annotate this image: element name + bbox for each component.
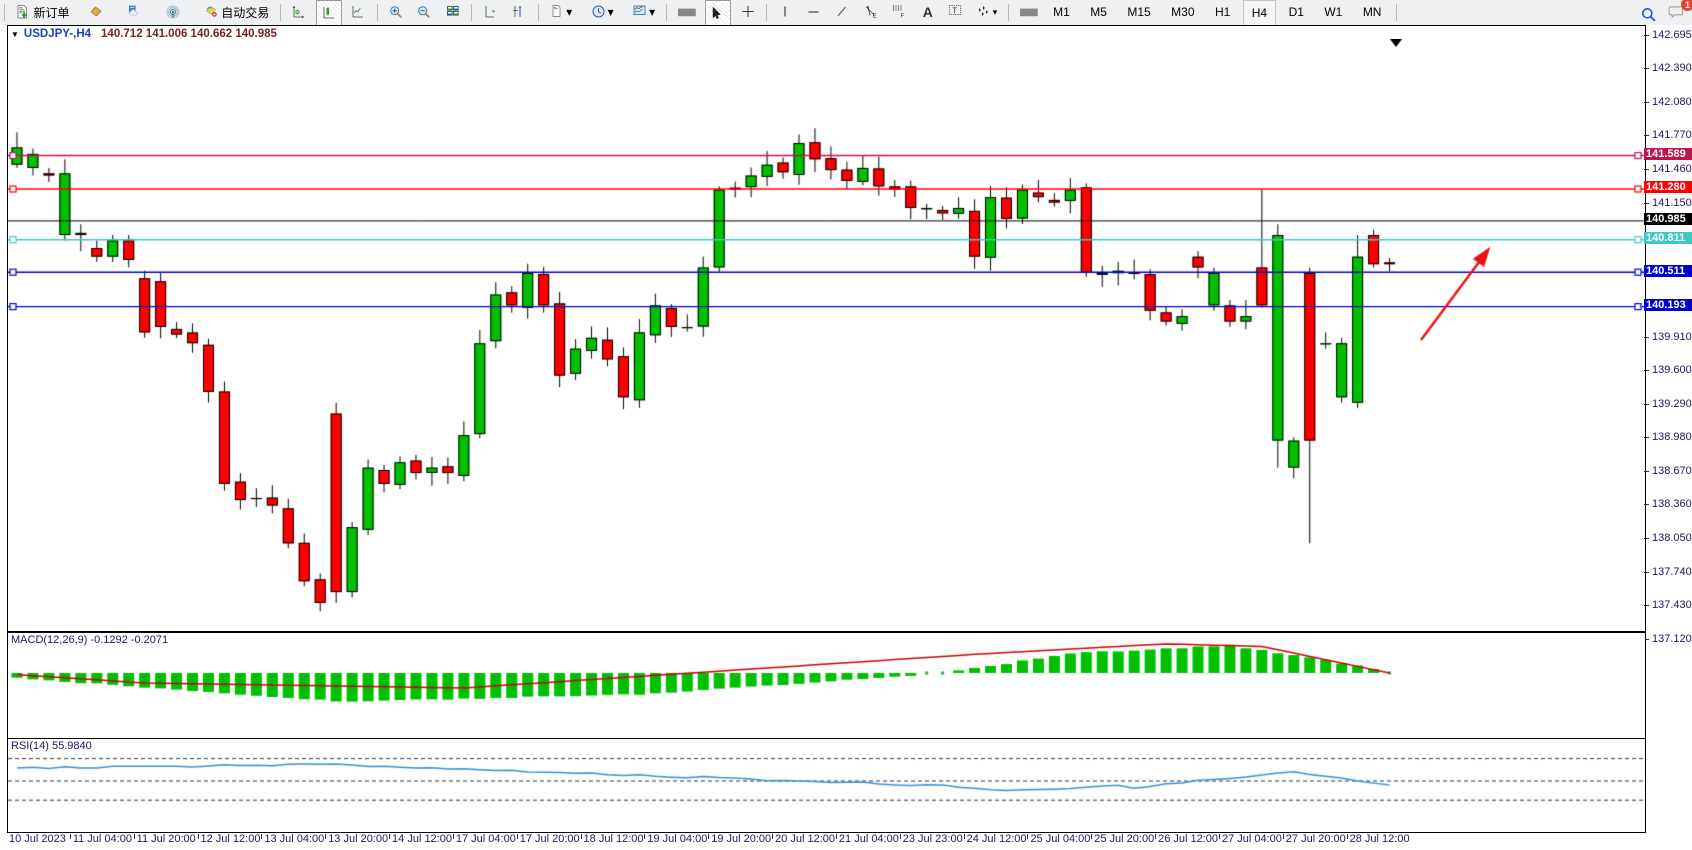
- svg-text:T: T: [953, 7, 958, 16]
- svg-text:F: F: [901, 14, 905, 20]
- svg-text:E: E: [872, 14, 876, 20]
